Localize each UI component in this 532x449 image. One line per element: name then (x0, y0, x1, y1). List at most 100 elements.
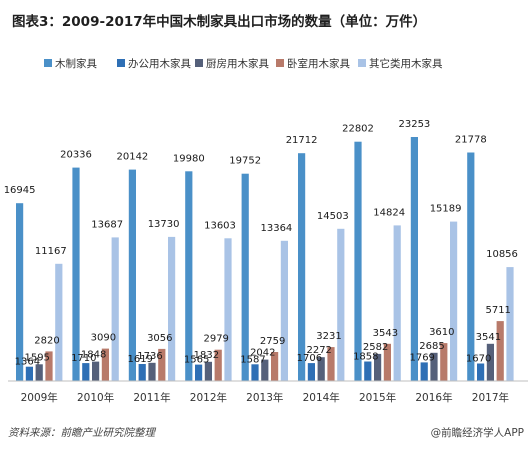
legend-label: 办公用木家具 (128, 57, 191, 70)
bar (410, 137, 418, 381)
bar (337, 228, 345, 381)
x-tick-labels: 2009年 2010年 2011年 2012年 2013年 2014年 2015年 2016年… (21, 391, 509, 404)
bar (364, 361, 372, 381)
footer-brand: @前瞻经济学人APP (431, 426, 524, 439)
x-tick-label: 2017年 (472, 391, 509, 404)
legend-swatch (358, 59, 366, 67)
data-label: 1858 (353, 352, 378, 363)
legend-swatch (276, 59, 284, 67)
bar (467, 152, 475, 381)
data-label: 11167 (35, 246, 67, 257)
bar (241, 173, 249, 381)
bar (420, 362, 428, 381)
data-label: 1364 (15, 357, 40, 368)
data-label: 19752 (229, 156, 261, 167)
data-label: 14503 (317, 211, 349, 222)
legend-swatch (195, 59, 203, 67)
bar (55, 263, 63, 381)
data-label: 16945 (4, 185, 36, 196)
bar (354, 141, 362, 381)
data-label: 14824 (373, 207, 405, 218)
data-label: 22802 (342, 124, 374, 135)
bar (195, 364, 203, 381)
legend-label: 其它类用木家具 (369, 57, 443, 70)
data-label: 1848 (81, 350, 106, 361)
data-label: 1587 (240, 354, 265, 365)
data-label: 2042 (250, 348, 275, 359)
bars (16, 137, 514, 381)
bar (261, 359, 269, 381)
data-label: 2820 (34, 335, 59, 346)
bar (280, 240, 288, 381)
bar (440, 343, 448, 381)
bar (393, 225, 401, 381)
legend-label: 厨房用木家具 (206, 57, 269, 70)
bar (477, 363, 485, 381)
data-label: 20142 (116, 152, 148, 163)
data-label: 3090 (91, 333, 116, 344)
legend-label: 卧室用木家具 (287, 57, 350, 70)
x-tick-label: 2014年 (303, 391, 340, 404)
bar (486, 343, 494, 381)
bar (374, 353, 382, 381)
data-label: 2582 (363, 342, 388, 353)
data-label: 5711 (485, 305, 510, 316)
bar (450, 221, 458, 381)
bar (101, 348, 109, 381)
bar (271, 352, 279, 381)
data-label: 1706 (297, 353, 322, 364)
bar (92, 361, 100, 381)
bar (251, 364, 259, 381)
bar (82, 363, 90, 381)
bar (168, 236, 176, 381)
data-label: 1595 (24, 352, 49, 363)
data-label: 13730 (148, 219, 180, 230)
data-label: 3231 (316, 331, 341, 342)
bar (148, 362, 156, 381)
bar (317, 357, 325, 381)
data-label: 3056 (147, 333, 172, 344)
data-label: 1832 (194, 350, 219, 361)
x-tick-label: 2016年 (415, 391, 452, 404)
data-label: 15189 (430, 204, 462, 215)
bar (16, 203, 24, 381)
data-label: 1769 (409, 352, 434, 363)
data-label: 2685 (419, 341, 444, 352)
bar (25, 366, 33, 381)
bar (111, 237, 119, 381)
data-label: 2759 (260, 336, 285, 347)
data-label: 3541 (476, 332, 501, 343)
data-label: 10856 (486, 249, 518, 260)
data-label: 1710 (71, 353, 96, 364)
bar (307, 363, 315, 381)
bar (506, 267, 514, 381)
x-tick-label: 2010年 (77, 391, 114, 404)
bar (158, 348, 166, 381)
chart-title: 图表3：2009-2017年中国木制家具出口市场的数量（单位：万件） (12, 13, 426, 30)
data-label: 13364 (260, 223, 292, 234)
bar (72, 167, 80, 381)
bar (327, 347, 335, 381)
bar (185, 171, 193, 381)
data-label: 20336 (60, 150, 92, 161)
bar (35, 364, 43, 381)
data-label: 2979 (203, 334, 228, 345)
data-label: 2272 (306, 345, 331, 356)
legend-label: 木制家具 (55, 57, 97, 70)
x-tick-label: 2015年 (359, 391, 396, 404)
footer-source: 资料来源：前瞻产业研究院整理 (8, 427, 156, 439)
bar (496, 321, 504, 381)
data-label: 1670 (466, 354, 491, 365)
x-tick-label: 2012年 (190, 391, 227, 404)
x-tick-label: 2011年 (133, 391, 170, 404)
data-label: 1736 (137, 351, 162, 362)
data-label: 1619 (127, 354, 152, 365)
data-label: 1565 (184, 355, 209, 366)
data-label: 3543 (373, 328, 398, 339)
bar (128, 169, 136, 381)
legend-swatch (44, 59, 52, 67)
data-label: 21712 (286, 135, 318, 146)
bar (45, 351, 53, 381)
